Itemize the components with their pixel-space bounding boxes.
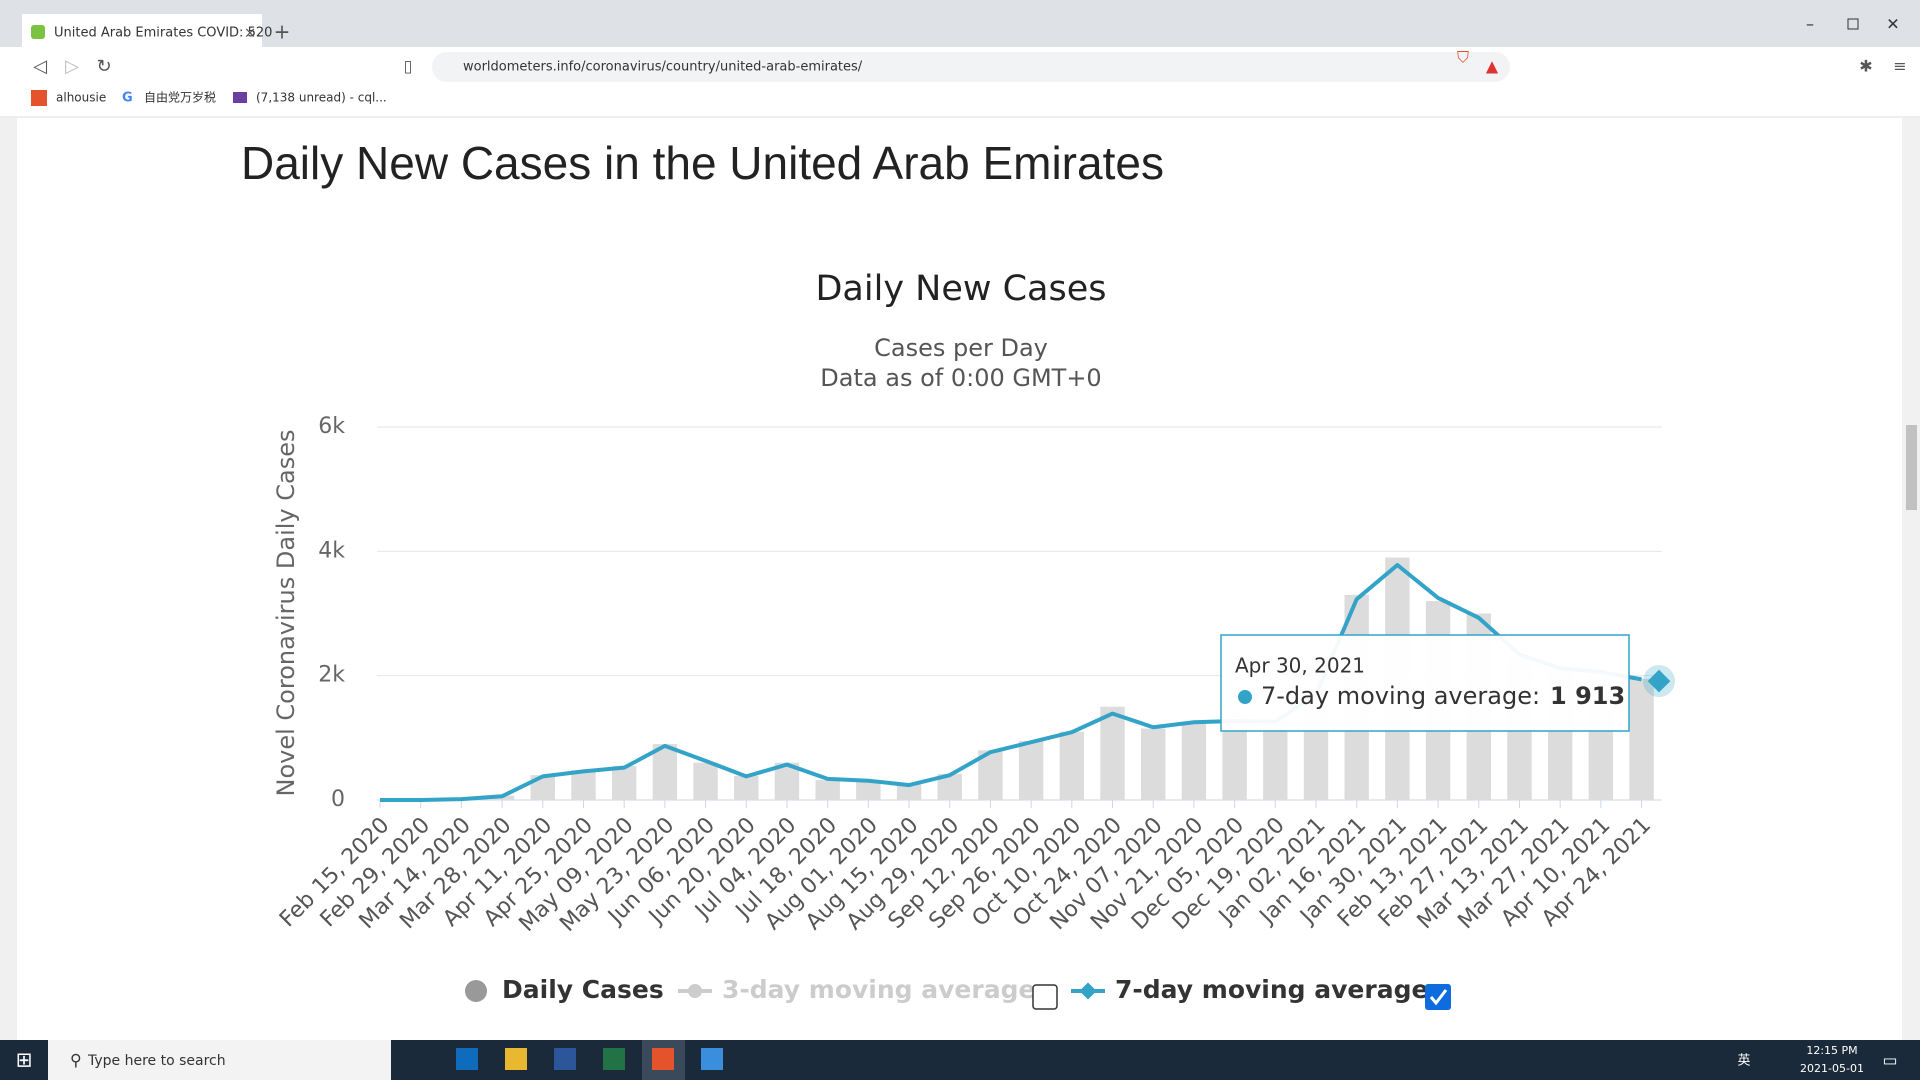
start-button[interactable]: ⊞ bbox=[16, 1048, 33, 1072]
search-placeholder[interactable]: Type here to search bbox=[87, 1053, 226, 1069]
url[interactable]: worldometers.info/coronavirus/country/un… bbox=[463, 60, 863, 75]
clock-date[interactable]: 2021-05-01 bbox=[1800, 1062, 1864, 1075]
extensions[interactable]: ✱ bbox=[1859, 57, 1872, 76]
close[interactable]: ✕ bbox=[1886, 15, 1899, 34]
bookmark-button[interactable]: ▯ bbox=[404, 57, 413, 76]
rewards[interactable]: ▲ bbox=[1486, 57, 1499, 76]
bar bbox=[1263, 722, 1288, 800]
tab-close[interactable]: × bbox=[244, 24, 257, 42]
ime-indicator[interactable]: 英 bbox=[1737, 1054, 1750, 1069]
app-excel[interactable] bbox=[603, 1048, 625, 1070]
back[interactable]: ◁ bbox=[33, 56, 47, 77]
checkbox[interactable] bbox=[1425, 984, 1451, 1010]
bar bbox=[1100, 706, 1125, 800]
legend-item: 3-day moving average bbox=[722, 975, 1035, 1004]
reload[interactable]: ↻ bbox=[96, 56, 111, 77]
tab-icon bbox=[31, 25, 45, 39]
bar bbox=[815, 780, 840, 800]
bar bbox=[856, 781, 881, 800]
minimize[interactable]: – bbox=[1806, 15, 1814, 34]
brave-shield[interactable]: ⛉ bbox=[1457, 48, 1469, 67]
app-word[interactable] bbox=[554, 1048, 576, 1070]
legend-symbol bbox=[688, 984, 702, 998]
menu[interactable]: ≡ bbox=[1893, 57, 1906, 76]
page-heading: Daily New Cases in the United Arab Emira… bbox=[241, 137, 1164, 189]
bookmark-icon bbox=[31, 90, 47, 106]
search-box[interactable] bbox=[48, 1040, 391, 1080]
app-outlook[interactable] bbox=[456, 1048, 478, 1070]
bar bbox=[1059, 731, 1085, 800]
bar bbox=[896, 784, 922, 800]
tooltip-date: Apr 30, 2021 bbox=[1235, 654, 1365, 678]
address-bar[interactable] bbox=[432, 52, 1510, 82]
tooltip bbox=[1220, 634, 1630, 732]
clock-time[interactable]: 12:15 PM bbox=[1806, 1044, 1857, 1057]
bar bbox=[652, 744, 678, 800]
y-tick-label: 6k bbox=[318, 414, 345, 439]
bookmark[interactable]: 自由党万岁税 bbox=[144, 90, 216, 105]
page-margin bbox=[0, 118, 17, 1040]
new-tab[interactable]: + bbox=[274, 20, 291, 44]
scroll-thumb[interactable] bbox=[1906, 425, 1917, 510]
checkbox[interactable] bbox=[1032, 984, 1058, 1010]
chart-title: Daily New Cases bbox=[815, 269, 1106, 309]
legend-item: Daily Cases bbox=[502, 975, 664, 1004]
tooltip-value: 1 913 bbox=[1550, 682, 1625, 710]
bar bbox=[1141, 728, 1166, 800]
app-brave[interactable] bbox=[652, 1048, 674, 1070]
y-axis-label: Novel Coronavirus Daily Cases bbox=[272, 430, 300, 797]
chart-subtitle: Data as of 0:00 GMT+0 bbox=[820, 364, 1101, 392]
legend-item: 7-day moving average bbox=[1115, 975, 1428, 1004]
bookmark[interactable]: alhousie bbox=[56, 91, 106, 105]
search-icon: ⚲ bbox=[70, 1051, 82, 1070]
scrollbar[interactable] bbox=[1902, 118, 1920, 1040]
line bbox=[380, 563, 1642, 802]
bar bbox=[734, 775, 759, 800]
chart-subtitle: Cases per Day bbox=[874, 334, 1048, 362]
y-tick-label: 4k bbox=[318, 538, 345, 563]
checkmark bbox=[1429, 989, 1448, 1006]
tab[interactable] bbox=[22, 14, 262, 47]
app-explorer[interactable] bbox=[505, 1048, 527, 1070]
tab-bar bbox=[0, 0, 1920, 47]
tooltip-marker bbox=[1238, 690, 1252, 704]
bookmark-icon bbox=[233, 92, 247, 103]
bookmark[interactable]: (7,138 unread) - cql... bbox=[256, 91, 387, 105]
legend-symbol bbox=[465, 980, 487, 1002]
bar bbox=[611, 765, 637, 800]
tooltip-series: 7-day moving average: bbox=[1261, 682, 1540, 710]
tab-title[interactable]: United Arab Emirates COVID: 520 bbox=[54, 26, 272, 41]
forward[interactable]: ▷ bbox=[65, 56, 79, 77]
y-tick-label: 2k bbox=[318, 663, 345, 688]
bar bbox=[693, 762, 718, 800]
bar bbox=[1181, 722, 1207, 800]
bar bbox=[1018, 740, 1044, 800]
maximize[interactable] bbox=[1847, 18, 1859, 30]
bar bbox=[571, 770, 596, 800]
legend-symbol bbox=[1079, 982, 1097, 1000]
tooltip-point bbox=[1647, 669, 1671, 693]
y-tick-label: 0 bbox=[331, 787, 345, 812]
notifications[interactable]: ▭ bbox=[1882, 1051, 1897, 1070]
bookmark-icon: G bbox=[122, 91, 133, 106]
app-other[interactable] bbox=[701, 1048, 723, 1070]
bar bbox=[1222, 719, 1247, 800]
tooltip-label: 7-day moving average: 1 913 bbox=[1261, 682, 1625, 710]
bar bbox=[1629, 678, 1654, 800]
